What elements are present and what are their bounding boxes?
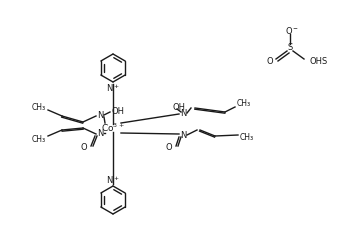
Text: CH₃: CH₃ — [32, 135, 46, 143]
Text: O$^-$: O$^-$ — [285, 24, 299, 36]
Text: N: N — [180, 109, 186, 117]
Text: N: N — [97, 111, 103, 120]
Text: Co$^{3+}$: Co$^{3+}$ — [101, 122, 125, 134]
Text: CH₃: CH₃ — [237, 100, 251, 109]
Text: CH₃: CH₃ — [240, 134, 254, 142]
Text: OH: OH — [112, 107, 125, 115]
Text: OHS: OHS — [310, 57, 328, 67]
Text: O: O — [267, 57, 273, 67]
Text: S: S — [287, 44, 293, 52]
Text: N$^+$: N$^+$ — [106, 82, 120, 94]
Text: N: N — [180, 131, 186, 140]
Text: N$^+$: N$^+$ — [106, 174, 120, 186]
Text: O: O — [165, 143, 172, 152]
Text: O: O — [80, 143, 87, 152]
Text: CH₃: CH₃ — [32, 103, 46, 111]
Text: OH: OH — [172, 103, 185, 111]
Text: N: N — [97, 130, 103, 139]
